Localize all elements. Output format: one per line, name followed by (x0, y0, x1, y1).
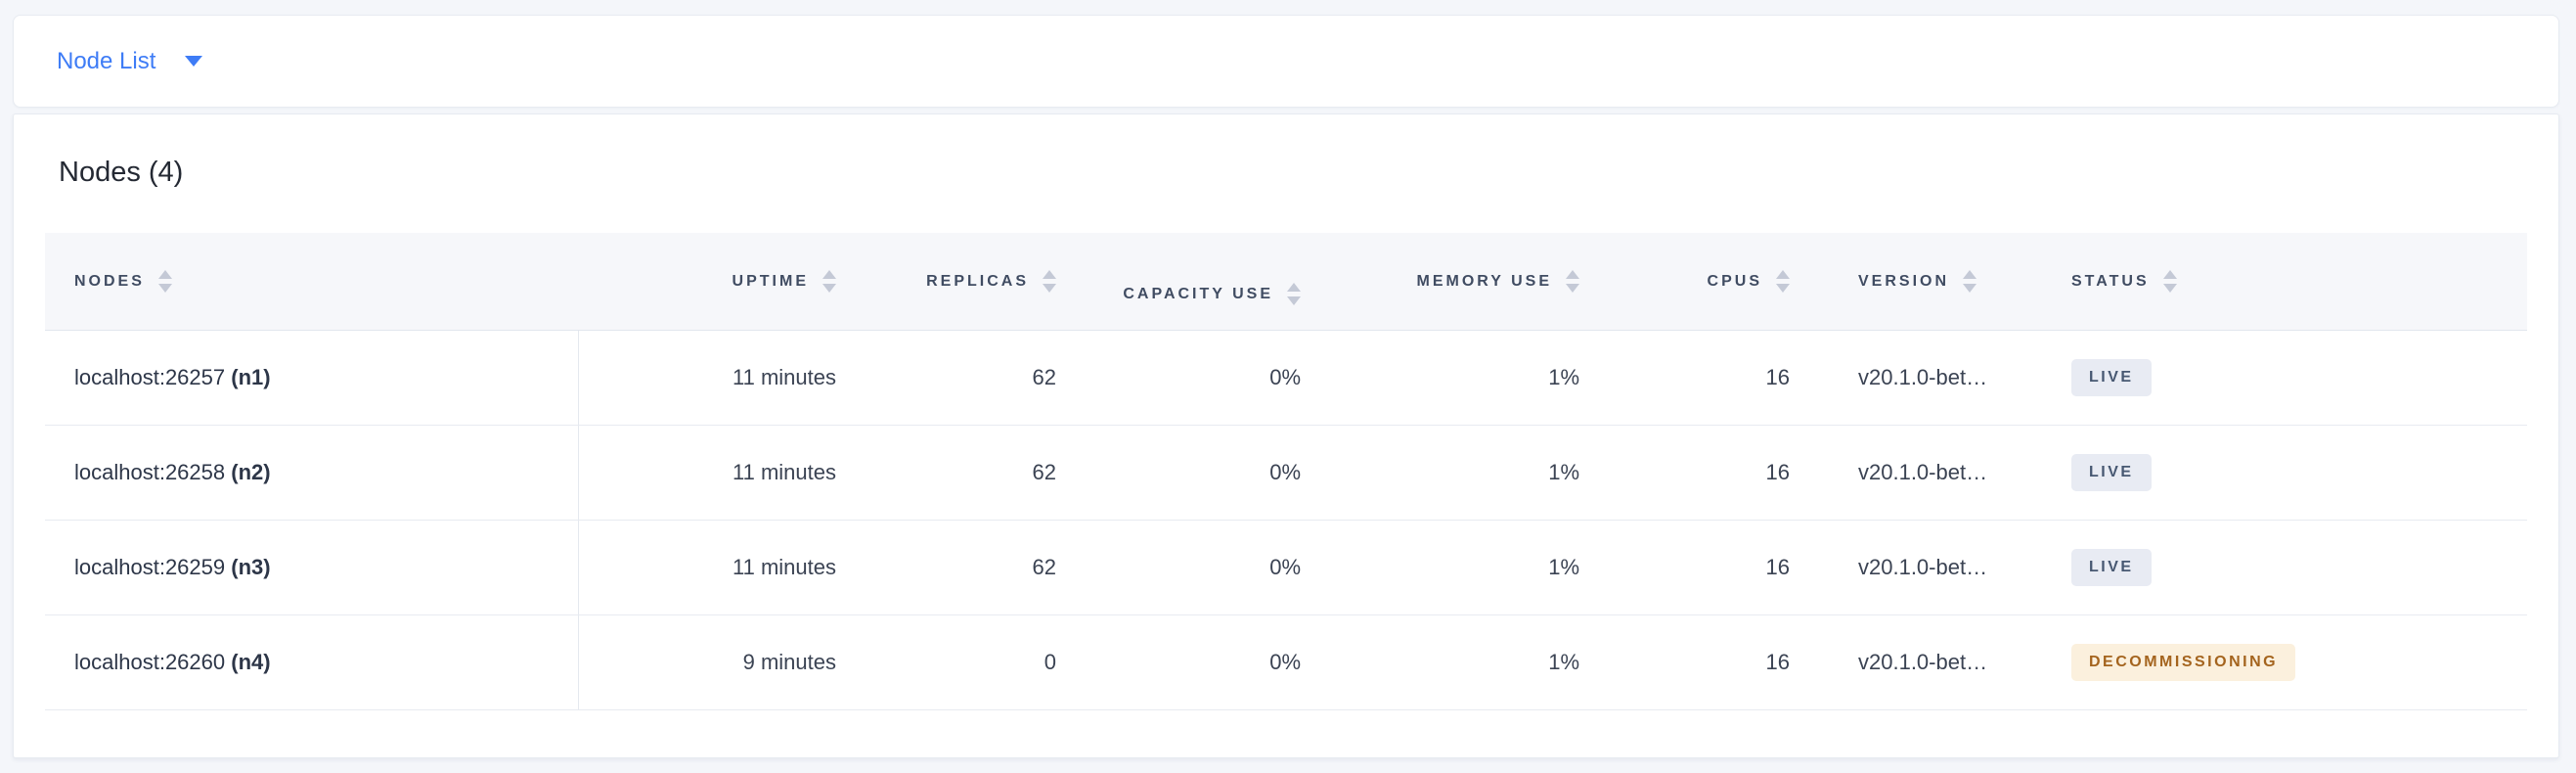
node-list-table: NODES UPTIME REPLICAS (45, 232, 2527, 711)
sort-icon (1566, 270, 1579, 294)
sort-icon (822, 270, 836, 294)
uptime-cell: 11 minutes (578, 330, 842, 427)
node-id: (n2) (231, 460, 271, 485)
nodes-overview-card: Nodes (4) NODES UPTIME (13, 114, 2559, 758)
version-cell: v20.1.0-bet… (1796, 520, 2050, 616)
status-cell: DECOMMISSIONING (2050, 614, 2527, 711)
replicas-cell: 62 (842, 520, 1062, 616)
column-header-version[interactable]: VERSION (1796, 232, 2050, 332)
replicas-cell: 62 (842, 330, 1062, 427)
replicas-cell: 62 (842, 425, 1062, 522)
column-header-uptime[interactable]: UPTIME (578, 232, 842, 332)
sort-icon (2162, 270, 2177, 294)
sort-icon (1043, 270, 1056, 294)
capacity-use-cell: 0% (1062, 425, 1307, 522)
node-list-dropdown-label: Node List (57, 47, 156, 74)
column-header-memory-use[interactable]: MEMORY USE (1307, 232, 1585, 332)
version-cell: v20.1.0-bet… (1796, 614, 2050, 711)
memory-use-cell: 1% (1307, 520, 1585, 616)
node-list-dropdown[interactable]: Node List (57, 47, 203, 75)
sort-icon (157, 270, 172, 294)
node-id: (n1) (231, 365, 271, 390)
cpus-cell: 16 (1585, 330, 1796, 427)
capacity-use-cell: 0% (1062, 330, 1307, 427)
memory-use-cell: 1% (1307, 614, 1585, 711)
table-header-row: NODES UPTIME REPLICAS (45, 232, 2527, 332)
status-badge: LIVE (2071, 359, 2152, 397)
node-address-cell[interactable]: localhost:26260 (n4) (45, 614, 579, 711)
node-address-cell[interactable]: localhost:26258 (n2) (45, 425, 579, 522)
column-header-status[interactable]: STATUS (2050, 232, 2527, 332)
sort-icon (1776, 270, 1790, 294)
table-row[interactable]: localhost:26258 (n2) 11 minutes 62 0% 1%… (45, 425, 2527, 522)
sort-icon (1287, 282, 1301, 305)
version-cell: v20.1.0-bet… (1796, 425, 2050, 522)
column-header-replicas[interactable]: REPLICAS (842, 232, 1062, 332)
node-id: (n4) (231, 650, 271, 675)
view-selector-card: Node List (13, 15, 2559, 108)
version-cell: v20.1.0-bet… (1796, 330, 2050, 427)
uptime-cell: 9 minutes (578, 614, 842, 711)
memory-use-cell: 1% (1307, 330, 1585, 427)
table-row[interactable]: localhost:26260 (n4) 9 minutes 0 0% 1% 1… (45, 614, 2527, 711)
replicas-cell: 0 (842, 614, 1062, 711)
capacity-use-cell: 0% (1062, 614, 1307, 711)
status-badge: LIVE (2071, 549, 2152, 587)
table-row[interactable]: localhost:26257 (n1) 11 minutes 62 0% 1%… (45, 330, 2527, 427)
chevron-down-icon (185, 56, 203, 67)
sort-icon (1963, 270, 1977, 294)
cpus-cell: 16 (1585, 425, 1796, 522)
table-row[interactable]: localhost:26259 (n3) 11 minutes 62 0% 1%… (45, 520, 2527, 616)
status-cell: LIVE (2050, 425, 2527, 522)
capacity-use-cell: 0% (1062, 520, 1307, 616)
node-address-cell[interactable]: localhost:26259 (n3) (45, 520, 579, 616)
node-id: (n3) (231, 555, 271, 580)
cpus-cell: 16 (1585, 614, 1796, 711)
status-cell: LIVE (2050, 330, 2527, 427)
cpus-cell: 16 (1585, 520, 1796, 616)
memory-use-cell: 1% (1307, 425, 1585, 522)
page-title: Nodes (4) (59, 157, 184, 188)
status-badge: LIVE (2071, 454, 2152, 492)
uptime-cell: 11 minutes (578, 520, 842, 616)
uptime-cell: 11 minutes (578, 425, 842, 522)
status-badge: DECOMMISSIONING (2071, 644, 2296, 682)
column-header-cpus[interactable]: CPUS (1585, 232, 1796, 332)
column-header-capacity-use[interactable]: CAPACITY USE (1062, 232, 1307, 332)
column-header-nodes[interactable]: NODES (45, 232, 578, 332)
status-cell: LIVE (2050, 520, 2527, 616)
node-address-cell[interactable]: localhost:26257 (n1) (45, 330, 579, 427)
